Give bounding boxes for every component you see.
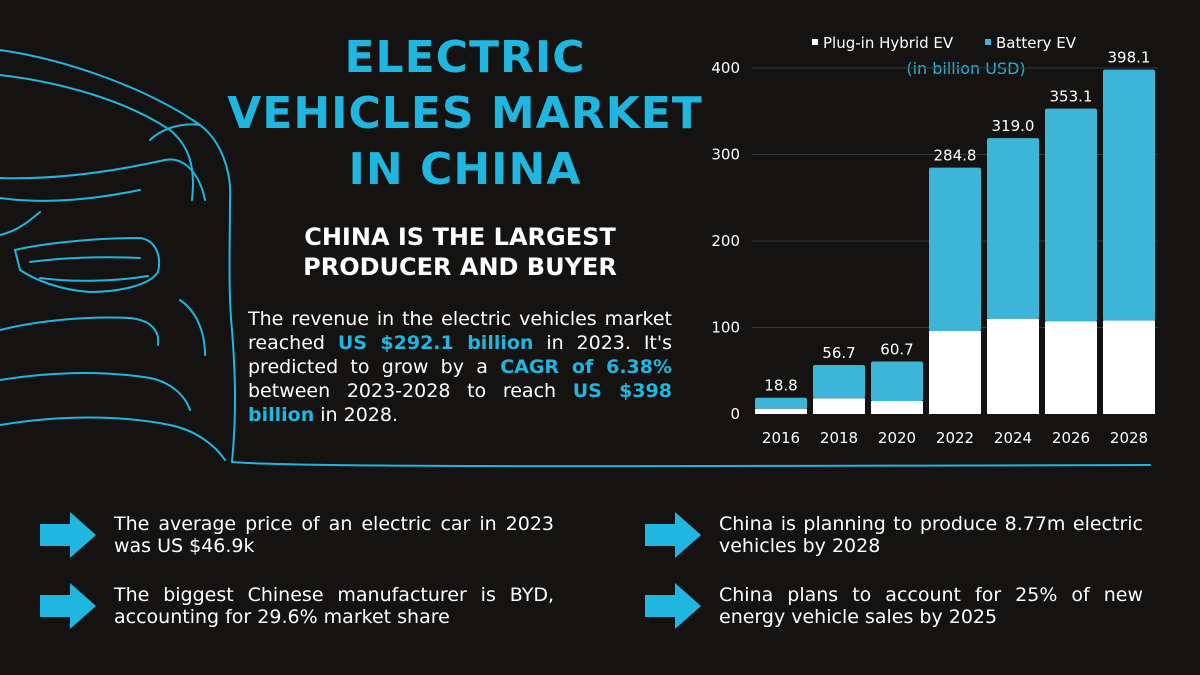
fact-text: China is planning to produce 8.77m elect… xyxy=(719,513,1143,557)
para-highlight-target: US $398 billion xyxy=(248,380,673,426)
bar-battery-ev xyxy=(871,361,923,402)
title-line: IN CHINA xyxy=(348,144,582,195)
arrow-right-icon xyxy=(40,583,96,629)
subtitle-line: CHINA IS THE LARGEST xyxy=(304,223,616,251)
legend-label-bev: Battery EV xyxy=(996,34,1077,52)
para-highlight-cagr: CAGR of 6.38% xyxy=(500,356,673,378)
subtitle-line: PRODUCER AND BUYER xyxy=(303,253,617,281)
bar-plugin-hybrid-ev xyxy=(813,398,865,414)
bar-total-label: 353.1 xyxy=(1050,88,1093,106)
fact-text: The average price of an electric car in … xyxy=(114,513,554,557)
legend-swatch-phev xyxy=(812,39,818,45)
y-tick-label: 200 xyxy=(711,232,740,250)
page-title: ELECTRIC VEHICLES MARKET IN CHINA xyxy=(210,30,720,198)
chart-legend: Plug-in Hybrid EV Battery EV (in billion… xyxy=(812,34,1077,78)
x-tick-label: 2024 xyxy=(994,429,1032,447)
x-tick-label: 2022 xyxy=(936,429,974,447)
title-line: ELECTRIC xyxy=(344,32,586,83)
bar-battery-ev xyxy=(929,167,981,331)
para-text: between 2023-2028 to reach xyxy=(248,380,573,402)
y-tick-label: 400 xyxy=(711,59,740,77)
arrow-right-icon xyxy=(645,583,701,629)
x-tick-label: 2028 xyxy=(1110,429,1148,447)
bar-battery-ev xyxy=(755,397,807,409)
subtitle: CHINA IS THE LARGEST PRODUCER AND BUYER xyxy=(250,222,670,282)
para-text: The revenue in the electric vehicles mar… xyxy=(248,308,672,354)
x-tick-label: 2020 xyxy=(878,429,916,447)
ev-market-bar-chart: Plug-in Hybrid EV Battery EV (in billion… xyxy=(711,34,1158,447)
bar-plugin-hybrid-ev xyxy=(929,330,981,414)
x-tick-label: 2026 xyxy=(1052,429,1090,447)
bar-plugin-hybrid-ev xyxy=(1045,321,1097,414)
bar-total-label: 398.1 xyxy=(1108,49,1151,67)
bar-total-label: 18.8 xyxy=(764,377,797,395)
fact-text: The biggest Chinese manufacturer is BYD,… xyxy=(114,584,554,628)
arrow-right-icon xyxy=(40,512,96,558)
bar-plugin-hybrid-ev xyxy=(871,401,923,414)
bar-battery-ev xyxy=(813,364,865,399)
bar-battery-ev xyxy=(1045,108,1097,322)
fact-production-plan: China is planning to produce 8.77m elect… xyxy=(645,512,1155,558)
bar-total-label: 319.0 xyxy=(992,117,1035,135)
x-tick-label: 2018 xyxy=(820,429,858,447)
para-highlight-revenue: US $292.1 billion xyxy=(337,332,534,354)
fact-biggest-manufacturer: The biggest Chinese manufacturer is BYD,… xyxy=(40,583,560,629)
bar-plugin-hybrid-ev xyxy=(987,318,1039,414)
x-tick-label: 2016 xyxy=(762,429,800,447)
bar-total-label: 60.7 xyxy=(880,340,913,358)
para-text: in 2023. It's predicted to grow by a xyxy=(248,332,672,378)
bar-total-label: 56.7 xyxy=(822,344,855,362)
fact-sales-share: China plans to account for 25% of new en… xyxy=(645,583,1155,629)
fact-text: China plans to account for 25% of new en… xyxy=(719,584,1143,628)
summary-paragraph: The revenue in the electric vehicles mar… xyxy=(248,307,672,427)
legend-label-phev: Plug-in Hybrid EV xyxy=(823,34,954,52)
bar-plugin-hybrid-ev xyxy=(755,408,807,414)
bar-plugin-hybrid-ev xyxy=(1103,320,1155,414)
arrow-right-icon xyxy=(645,512,701,558)
y-tick-label: 100 xyxy=(711,319,740,337)
bar-battery-ev xyxy=(987,138,1039,319)
title-line: VEHICLES MARKET xyxy=(227,88,703,139)
para-text: in 2028. xyxy=(314,404,399,426)
y-tick-label: 300 xyxy=(711,146,740,164)
legend-swatch-bev xyxy=(985,39,991,45)
y-tick-label: 0 xyxy=(730,405,740,423)
bar-total-label: 284.8 xyxy=(934,147,977,165)
bar-battery-ev xyxy=(1103,69,1155,321)
fact-average-price: The average price of an electric car in … xyxy=(40,512,560,558)
